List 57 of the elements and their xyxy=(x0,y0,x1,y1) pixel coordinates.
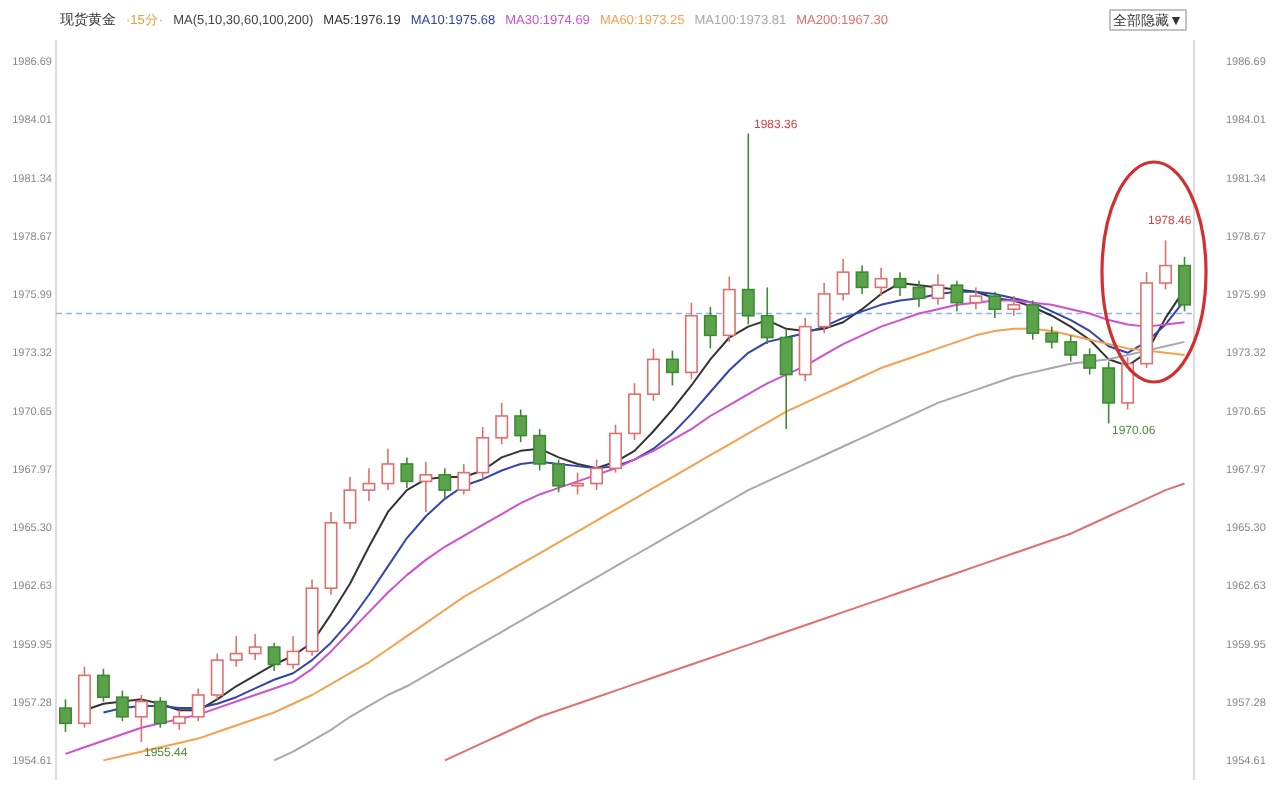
candlestick xyxy=(229,635,243,668)
candlestick xyxy=(950,280,964,313)
candlestick xyxy=(419,460,433,513)
candlestick xyxy=(381,447,395,491)
candlestick xyxy=(627,382,641,441)
candlestick xyxy=(400,456,414,489)
candlestick xyxy=(210,652,224,701)
candlestick xyxy=(58,698,72,733)
candlestick xyxy=(115,689,129,722)
candlestick xyxy=(855,264,869,295)
candlestick xyxy=(1045,325,1059,350)
candlestick xyxy=(665,349,679,387)
candlestick xyxy=(96,668,110,703)
candlestick xyxy=(722,275,736,343)
candlestick xyxy=(552,458,566,494)
candlestick xyxy=(267,641,281,672)
candlestick xyxy=(931,273,945,306)
candlestick xyxy=(1007,295,1021,317)
candlestick xyxy=(77,665,91,729)
candlestick xyxy=(874,266,888,297)
candlestick xyxy=(1178,256,1192,313)
candlestick xyxy=(912,280,926,308)
candlestick xyxy=(514,408,528,443)
candlestick xyxy=(798,317,812,382)
candlestick xyxy=(836,258,850,302)
candlestick xyxy=(362,467,376,502)
candlestick xyxy=(609,423,623,474)
candlestick xyxy=(248,633,262,661)
line-series xyxy=(273,340,1186,762)
candlestick xyxy=(646,347,660,402)
line-series xyxy=(443,482,1186,762)
candlestick xyxy=(286,635,300,670)
candlestick xyxy=(533,428,547,472)
candlestick xyxy=(779,328,793,430)
candlestick xyxy=(741,132,755,326)
candlestick xyxy=(476,426,490,480)
candlestick xyxy=(343,476,357,531)
candlestick xyxy=(893,271,907,297)
candlestick xyxy=(191,687,205,722)
candlestick xyxy=(1083,347,1097,376)
candlestick xyxy=(817,282,831,334)
candlestick xyxy=(457,463,471,496)
candlestick xyxy=(1064,334,1078,363)
candlestick xyxy=(495,402,509,446)
candlestick xyxy=(1159,239,1173,291)
candlestick xyxy=(1102,360,1116,425)
candlestick xyxy=(1026,299,1040,341)
candlestick xyxy=(590,458,604,491)
candlestick xyxy=(438,467,452,500)
candlestick xyxy=(703,306,717,350)
candlestick xyxy=(134,694,148,743)
candlestick xyxy=(172,709,186,731)
candlestick xyxy=(969,286,983,310)
candlestick xyxy=(571,471,585,496)
candlestick xyxy=(760,286,774,345)
candlestick xyxy=(153,696,167,729)
candlestick xyxy=(988,290,1002,319)
